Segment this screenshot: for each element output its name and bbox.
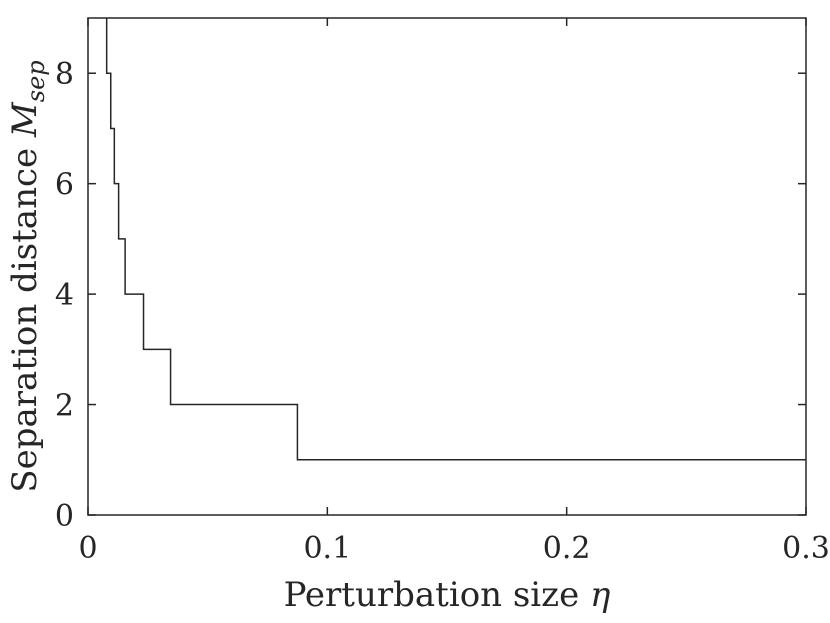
x-tick-label: 0.2 <box>543 531 591 566</box>
y-tick-label: 2 <box>55 389 74 424</box>
x-axis-label-text: Perturbation size <box>284 575 580 615</box>
y-axis-symbol: M <box>5 101 45 138</box>
x-axis-ticks: 0 0.1 0.2 0.3 <box>78 18 830 566</box>
y-axis-label-text: Separation distance <box>5 148 45 493</box>
series-line <box>105 18 806 461</box>
y-tick-label: 4 <box>55 278 74 313</box>
x-tick-label: 0 <box>78 531 97 566</box>
y-axis-ticks: 0 2 4 6 8 <box>55 57 806 534</box>
x-tick-label: 0.1 <box>303 531 351 566</box>
x-axis-symbol: η <box>590 575 611 615</box>
x-tick-label: 0.3 <box>782 531 830 566</box>
y-tick-label: 0 <box>55 499 74 534</box>
y-axis-label: Separation distance Msep <box>5 60 50 492</box>
plot-area <box>87 17 807 516</box>
y-tick-label: 6 <box>55 168 74 203</box>
y-tick-label: 8 <box>55 57 74 92</box>
y-axis-subscript: sep <box>22 60 50 102</box>
plot-frame <box>87 17 807 516</box>
x-axis-label: Perturbation size η <box>284 575 611 615</box>
